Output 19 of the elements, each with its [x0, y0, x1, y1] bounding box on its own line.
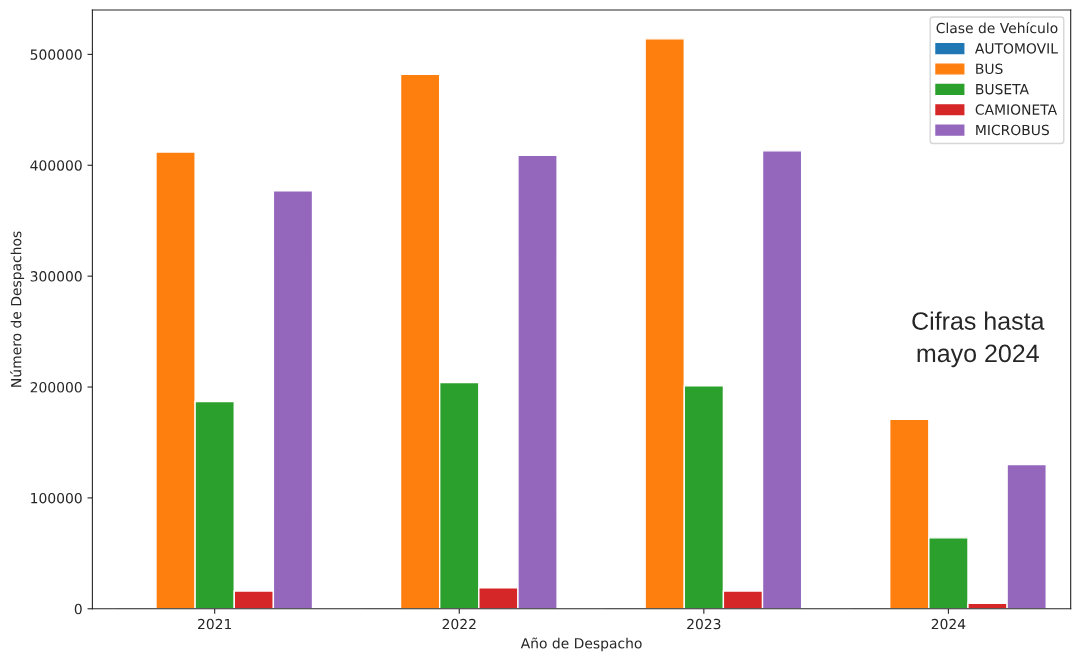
- legend-label: CAMIONETA: [975, 104, 1058, 115]
- x-tick-label: 2024: [931, 618, 966, 630]
- legend-label: MICROBUS: [976, 124, 1049, 136]
- legend-label: BUS: [976, 63, 1003, 75]
- y-tick-label: 400000: [30, 160, 82, 171]
- legend-title: Clase de Vehículo: [936, 21, 1058, 34]
- y-tick-label: 200000: [30, 382, 82, 393]
- legend-label: AUTOMOVIL: [974, 43, 1058, 54]
- y-tick-label: 500000: [30, 49, 82, 60]
- legend-label: BUSETA: [976, 83, 1029, 95]
- y-tick-label: 100000: [31, 492, 82, 504]
- x-tick-label: 2021: [198, 618, 232, 630]
- x-tick-label: 2023: [687, 618, 721, 630]
- y-tick-label: 0: [74, 603, 82, 615]
- y-axis-title: Número de Despachos: [10, 231, 25, 387]
- annotation: Cifras hasta mayo 2024: [912, 311, 1045, 368]
- x-tick-label: 2022: [442, 618, 476, 630]
- x-axis-title: Año de Despacho: [520, 637, 642, 652]
- y-tick-label: 300000: [30, 271, 82, 282]
